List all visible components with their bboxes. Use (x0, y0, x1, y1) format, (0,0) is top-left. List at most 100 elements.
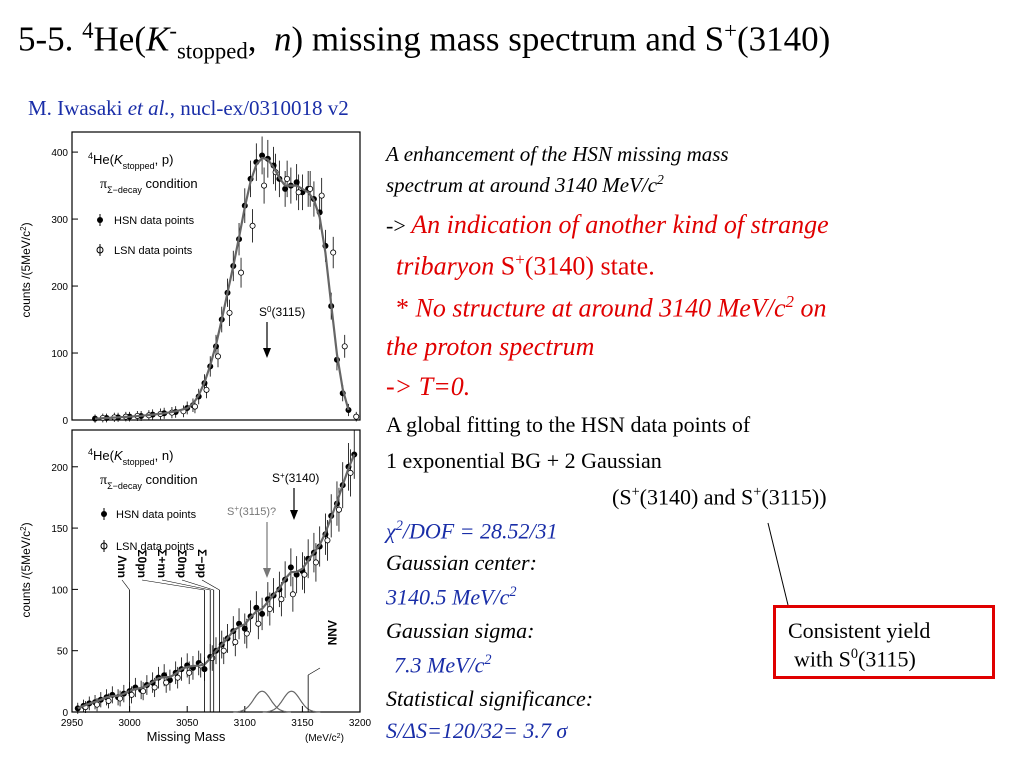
gaussian-component (262, 690, 321, 713)
top-condition-label: πΣ−decay condition (100, 176, 198, 195)
threshold-leader (308, 667, 321, 676)
lsn-data-point (318, 192, 325, 199)
enhancement-line-2: spectrum at around 3140 MeV/c2 (386, 172, 664, 197)
lsn-data-point (278, 596, 285, 603)
top-reaction-label: 4He(Kstopped, p) (88, 151, 173, 171)
lsn-data-point (243, 630, 250, 637)
bottom-y-tick-label: 50 (57, 647, 69, 658)
missing-mass-figure: 0 100 200 300 400 counts /(5MeV/c2) 4He(Ksto… (19, 131, 372, 745)
bottom-s3140-arrowhead (290, 510, 298, 520)
threshold-label: Σ−pp (195, 549, 209, 578)
isospin-line: -> T=0. (386, 372, 471, 401)
lsn-data-point (301, 571, 308, 578)
no-structure-line-1: * No structure at around 3140 MeV/c2 on (396, 292, 827, 323)
bottom-x-tick-label: 3100 (234, 718, 257, 729)
threshold-label-lambda-NN: ΛNN (325, 620, 339, 645)
lsn-data-point (128, 691, 135, 698)
bottom-x-label: Missing Mass (147, 729, 226, 744)
top-s0-arrowhead (263, 348, 271, 358)
top-fit-curve (94, 156, 350, 420)
gaussian-center-value: 3140.5 MeV/c2 (386, 584, 517, 610)
gaussian-center-label: Gaussian center: (386, 550, 537, 575)
hsn-data-point (259, 610, 266, 617)
bottom-x-tick-label: 3000 (118, 718, 141, 729)
top-legend-lsn: LSN data points (114, 245, 193, 257)
bottom-reaction-label: 4He(Kstopped, n) (88, 447, 173, 467)
gaussian-sigma-value: 7.3 MeV/c2 (394, 652, 492, 678)
lsn-data-point (238, 269, 245, 276)
consistent-yield-box: Consistent yield with S0(3115) (773, 605, 995, 679)
threshold-label: Σ+nn (155, 549, 169, 578)
bottom-s3115-arrowhead (263, 568, 271, 578)
threshold-markers: Λnn Σ0pn Σ+nn Σ0np Σ−pp (115, 549, 321, 712)
lsn-data-point (330, 249, 337, 256)
lsn-data-point (232, 639, 239, 646)
threshold-leader (161, 579, 211, 591)
bottom-y-label: counts /(5MeV/c2) (19, 522, 34, 617)
threshold-label: Λnn (115, 555, 129, 578)
bottom-legend: HSN data points LSN data points (100, 508, 197, 553)
lsn-data-point (353, 413, 360, 420)
enhancement-line-1: A enhancement of the HSN missing mass (386, 142, 729, 166)
lsn-data-point (295, 189, 302, 196)
lsn-data-point (214, 353, 221, 360)
bottom-data-marks (74, 430, 358, 714)
lsn-data-point (191, 403, 198, 410)
lsn-data-point (203, 386, 210, 393)
bottom-x-unit: (MeV/c2) (305, 733, 344, 745)
bottom-fit-curve (77, 454, 356, 710)
gaussian-sigma-label: Gaussian sigma: (386, 618, 535, 643)
top-y-tick-label: 100 (51, 349, 68, 360)
author-reference: M. Iwasaki et al., nucl-ex/0310018 v2 (28, 96, 349, 120)
top-y-tick-label: 300 (51, 215, 68, 226)
lsn-data-point (284, 175, 291, 182)
global-fit-line-2: 1 exponential BG + 2 Gaussian (386, 448, 662, 473)
top-s0-annotation: S0(3115) (259, 305, 305, 320)
no-structure-line-2: the proton spectrum (386, 332, 595, 361)
global-fit-line-1: A global fitting to the HSN data points … (386, 412, 751, 437)
bottom-s3115-annotation: S+(3115)? (227, 504, 276, 519)
hsn-data-point (287, 564, 294, 571)
bottom-x-tick-label: 3200 (349, 718, 372, 729)
lsn-data-point (174, 674, 181, 681)
threshold-leader (181, 579, 214, 591)
lsn-data-point (140, 688, 147, 695)
lsn-data-point (324, 537, 331, 544)
lsn-data-point (249, 222, 256, 229)
lsn-data-point (289, 591, 296, 598)
bottom-x-tick-label: 3150 (291, 718, 314, 729)
bottom-y-ticks: 0 50 100 150 200 (51, 463, 78, 719)
top-y-tick-label: 400 (51, 148, 68, 159)
lsn-data-point (105, 697, 112, 704)
indication-line-1: -> An indication of another kind of stra… (386, 210, 829, 239)
top-data-marks (92, 136, 360, 423)
lsn-data-point (335, 506, 342, 513)
lsn-data-point (261, 182, 268, 189)
top-y-label: counts /(5MeV/c2) (19, 222, 34, 317)
top-y-tick-label: 200 (51, 282, 68, 293)
lsn-data-point (312, 559, 319, 566)
top-legend-hsn: HSN data points (114, 215, 195, 227)
hsn-data-point (241, 625, 248, 632)
yield-line-2: with S0(3115) (794, 646, 916, 672)
lsn-data-point (220, 647, 227, 654)
threshold-leader (201, 579, 220, 591)
lsn-data-point (341, 343, 348, 350)
lsn-data-point (151, 684, 158, 691)
top-y-ticks: 0 100 200 300 400 (51, 148, 78, 427)
lsn-data-point (163, 679, 170, 686)
bottom-panel-frame (71, 429, 361, 713)
bottom-y-tick-label: 200 (51, 463, 68, 474)
bottom-legend-hsn: HSN data points (116, 509, 197, 521)
gaussian-component (233, 690, 291, 713)
significance-label: Statistical significance: (386, 686, 594, 711)
bottom-y-tick-label: 100 (51, 585, 68, 596)
threshold-label: Σ0np (175, 549, 189, 578)
pointer-line (767, 522, 789, 606)
slide-title: 5-5. 4He(K-stopped, n) missing mass spec… (18, 18, 831, 64)
bottom-condition-label: πΣ−decay condition (100, 472, 198, 491)
lsn-data-point (186, 669, 193, 676)
global-fit-line-3: (S+(3140) and S+(3115)) (612, 484, 827, 510)
indication-line-2: tribaryon S+(3140) state. (396, 250, 655, 281)
